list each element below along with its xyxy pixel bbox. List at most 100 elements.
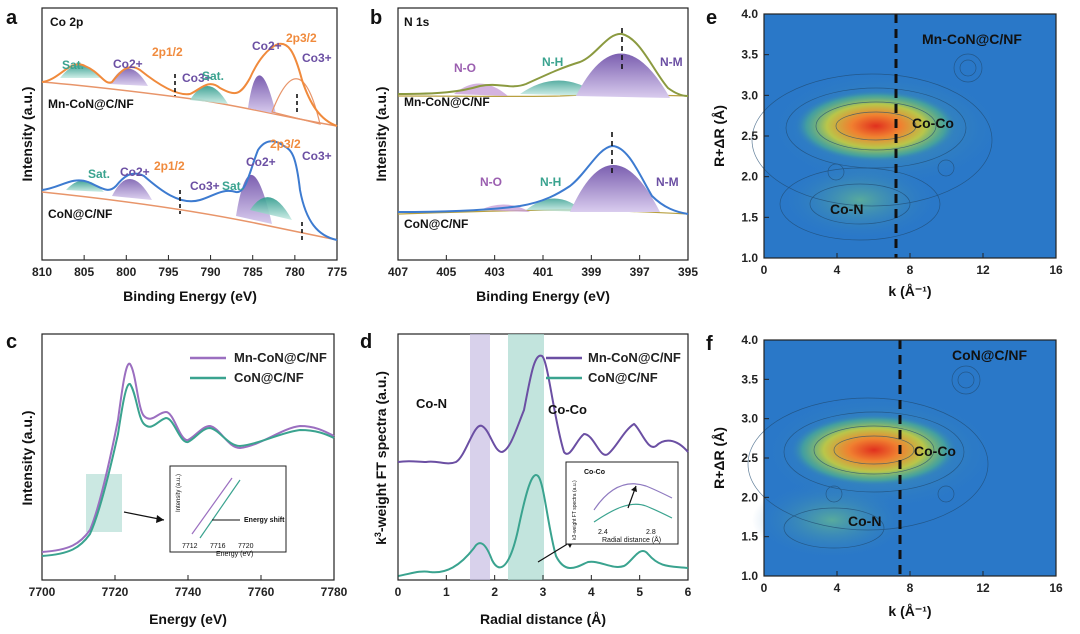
panel-b-ylabel: Intensity (a.u.) bbox=[373, 87, 389, 182]
panel-e-x-tick-label: 4 bbox=[834, 263, 841, 277]
label-a-sat-2: Sat. bbox=[202, 69, 224, 83]
label-a-sat-4: Sat. bbox=[222, 179, 244, 193]
panel-d-xlabel: Radial distance (Å) bbox=[480, 611, 606, 627]
inset-c-tick-2: 7720 bbox=[238, 543, 254, 550]
panel-b-x-ticks: 407 405 403 401 399 397 395 bbox=[388, 255, 698, 279]
panel-c: c Mn-CoN@C/NF CoN@C/NF Energy shift Inte… bbox=[6, 331, 348, 627]
label-b-nm-2: N-M bbox=[656, 175, 679, 189]
panel-f-y-tick-label: 3.5 bbox=[741, 372, 758, 386]
panel-d-x-tick-label: 2 bbox=[491, 585, 498, 599]
panel-e-y-tick-label: 2.0 bbox=[741, 170, 758, 184]
panel-a-x-tick-label: 800 bbox=[116, 265, 136, 279]
label-f-coco: Co-Co bbox=[914, 443, 956, 459]
label-a-co2-1: Co2+ bbox=[113, 57, 143, 71]
panel-f-x-tick-label: 16 bbox=[1049, 581, 1063, 595]
panel-d-letter: d bbox=[360, 331, 372, 353]
panel-a-x-tick-label: 810 bbox=[32, 265, 52, 279]
label-a-2p32-1: 2p3/2 bbox=[286, 31, 317, 45]
panel-e-ticks: 0 4 8 12 16 1.0 1.5 2.0 2.5 3.0 3.5 4.0 bbox=[741, 7, 1063, 277]
panel-d-x-tick-label: 4 bbox=[588, 585, 595, 599]
panel-a-frame bbox=[41, 7, 338, 261]
inset-d-ylabel: k3-weight FT spectra (a.u.) bbox=[572, 480, 578, 540]
panel-f-y-tick-label: 1.5 bbox=[741, 530, 758, 544]
panel-a-lower-spectrum bbox=[41, 140, 338, 242]
panel-a-x-tick-label: 795 bbox=[158, 265, 178, 279]
label-a-co2-3: Co2+ bbox=[120, 165, 150, 179]
panel-c-x-tick-label: 7780 bbox=[321, 585, 348, 599]
inset-d-tick-1: 2.8 bbox=[646, 529, 656, 536]
panel-e-x-tick-label: 8 bbox=[907, 263, 914, 277]
panel-f-x-tick-label: 8 bbox=[907, 581, 914, 595]
panel-d-x-tick-label: 6 bbox=[685, 585, 692, 599]
panel-b-x-tick-label: 399 bbox=[581, 265, 601, 279]
panel-e-y-tick-label: 2.5 bbox=[741, 129, 758, 143]
panel-b-x-tick-label: 397 bbox=[630, 265, 650, 279]
panel-b-x-tick-label: 403 bbox=[485, 265, 505, 279]
panel-c-letter: c bbox=[6, 331, 17, 353]
label-b-nm-1: N-M bbox=[660, 55, 683, 69]
label-a-co3-2: Co3+ bbox=[302, 51, 332, 65]
label-a-co3-3: Co3+ bbox=[190, 179, 220, 193]
panel-b-x-tick-label: 407 bbox=[388, 265, 408, 279]
label-b-nh-1: N-H bbox=[542, 55, 563, 69]
panel-f-y-tick-label: 3.0 bbox=[741, 412, 758, 426]
panel-e-letter: e bbox=[706, 7, 717, 29]
panel-e-y-tick-label: 1.5 bbox=[741, 210, 758, 224]
panel-b-x-tick-label: 405 bbox=[436, 265, 456, 279]
label-a-co2-2: Co2+ bbox=[252, 39, 282, 53]
inset-c-annotation: Energy shift bbox=[244, 517, 285, 524]
inset-c-ylabel: Intensity (a.u.) bbox=[176, 474, 182, 512]
panel-f-xlabel: k (Å⁻¹) bbox=[888, 603, 931, 619]
panel-b-xlabel: Binding Energy (eV) bbox=[476, 288, 610, 304]
label-a-sat-1: Sat. bbox=[62, 58, 84, 72]
label-b-sample-mn: Mn-CoN@C/NF bbox=[404, 95, 490, 109]
label-e-con: Co-N bbox=[830, 201, 863, 217]
panel-c-ylabel: Intensity (a.u.) bbox=[19, 411, 35, 506]
panel-f: f CoN@C/NF Co-Co Co-N 0 4 8 12 16 1.0 1.5 2.0 2.… bbox=[706, 333, 1063, 619]
inset-c-tick-1: 7716 bbox=[210, 543, 226, 550]
panel-a-x-tick-label: 790 bbox=[201, 265, 221, 279]
panel-d-x-ticks: 0 1 2 3 4 5 6 bbox=[395, 575, 692, 599]
panel-a-x-tick-label: 785 bbox=[243, 265, 263, 279]
panel-e-xlabel: k (Å⁻¹) bbox=[888, 283, 931, 299]
panel-d-ylabel: k3-weight FT spectra (a.u.) bbox=[373, 371, 389, 545]
panel-d-x-tick-label: 0 bbox=[395, 585, 402, 599]
legend-d-co: CoN@C/NF bbox=[588, 370, 658, 385]
legend-c-co: CoN@C/NF bbox=[234, 370, 304, 385]
panel-e-x-tick-label: 12 bbox=[976, 263, 990, 277]
label-f-sample: CoN@C/NF bbox=[952, 347, 1028, 363]
label-e-sample: Mn-CoN@C/NF bbox=[922, 31, 1022, 47]
panel-b-x-tick-label: 401 bbox=[533, 265, 553, 279]
label-a-co2-4: Co2+ bbox=[246, 155, 276, 169]
legend-d-mn: Mn-CoN@C/NF bbox=[588, 350, 681, 365]
panel-e-ylabel: R+ΔR (Å) bbox=[711, 105, 727, 167]
panel-c-xlabel: Energy (eV) bbox=[149, 611, 227, 627]
panel-f-ylabel: R+ΔR (Å) bbox=[711, 427, 727, 489]
panel-a-x-ticks: 810 805 800 795 790 785 780 775 bbox=[32, 255, 347, 279]
panel-f-y-tick-label: 4.0 bbox=[741, 333, 758, 347]
panel-b-lower-spectrum bbox=[397, 132, 689, 215]
panel-f-y-tick-label: 2.5 bbox=[741, 451, 758, 465]
label-b-sample-co: CoN@C/NF bbox=[404, 217, 468, 231]
panel-b-x-tick-label: 395 bbox=[678, 265, 698, 279]
label-a-sat-3: Sat. bbox=[88, 167, 110, 181]
inset-c-xlabel: Energy (eV) bbox=[216, 551, 253, 558]
panel-f-x-tick-label: 12 bbox=[976, 581, 990, 595]
label-e-coco: Co-Co bbox=[912, 115, 954, 131]
panel-c-x-tick-label: 7740 bbox=[175, 585, 202, 599]
panel-c-x-tick-label: 7760 bbox=[248, 585, 275, 599]
panel-d: d Mn-CoN@C/NF CoN@C/NF Co-N Co-Co Co-Co … bbox=[360, 331, 692, 627]
panel-f-x-tick-label: 0 bbox=[761, 581, 768, 595]
label-b-no-2: N-O bbox=[480, 175, 502, 189]
panel-f-ticks: 0 4 8 12 16 1.0 1.5 2.0 2.5 3.0 3.5 4.0 bbox=[741, 333, 1063, 595]
panel-a-upper-spectrum bbox=[41, 42, 338, 127]
label-a-co3-4: Co3+ bbox=[302, 149, 332, 163]
label-b-nh-2: N-H bbox=[540, 175, 561, 189]
label-f-con: Co-N bbox=[848, 513, 881, 529]
panel-a-x-tick-label: 805 bbox=[74, 265, 94, 279]
panel-e-y-tick-label: 3.5 bbox=[741, 48, 758, 62]
panel-a-x-tick-label: 780 bbox=[285, 265, 305, 279]
panel-d-x-tick-label: 1 bbox=[443, 585, 450, 599]
panel-b-title: N 1s bbox=[404, 15, 430, 29]
